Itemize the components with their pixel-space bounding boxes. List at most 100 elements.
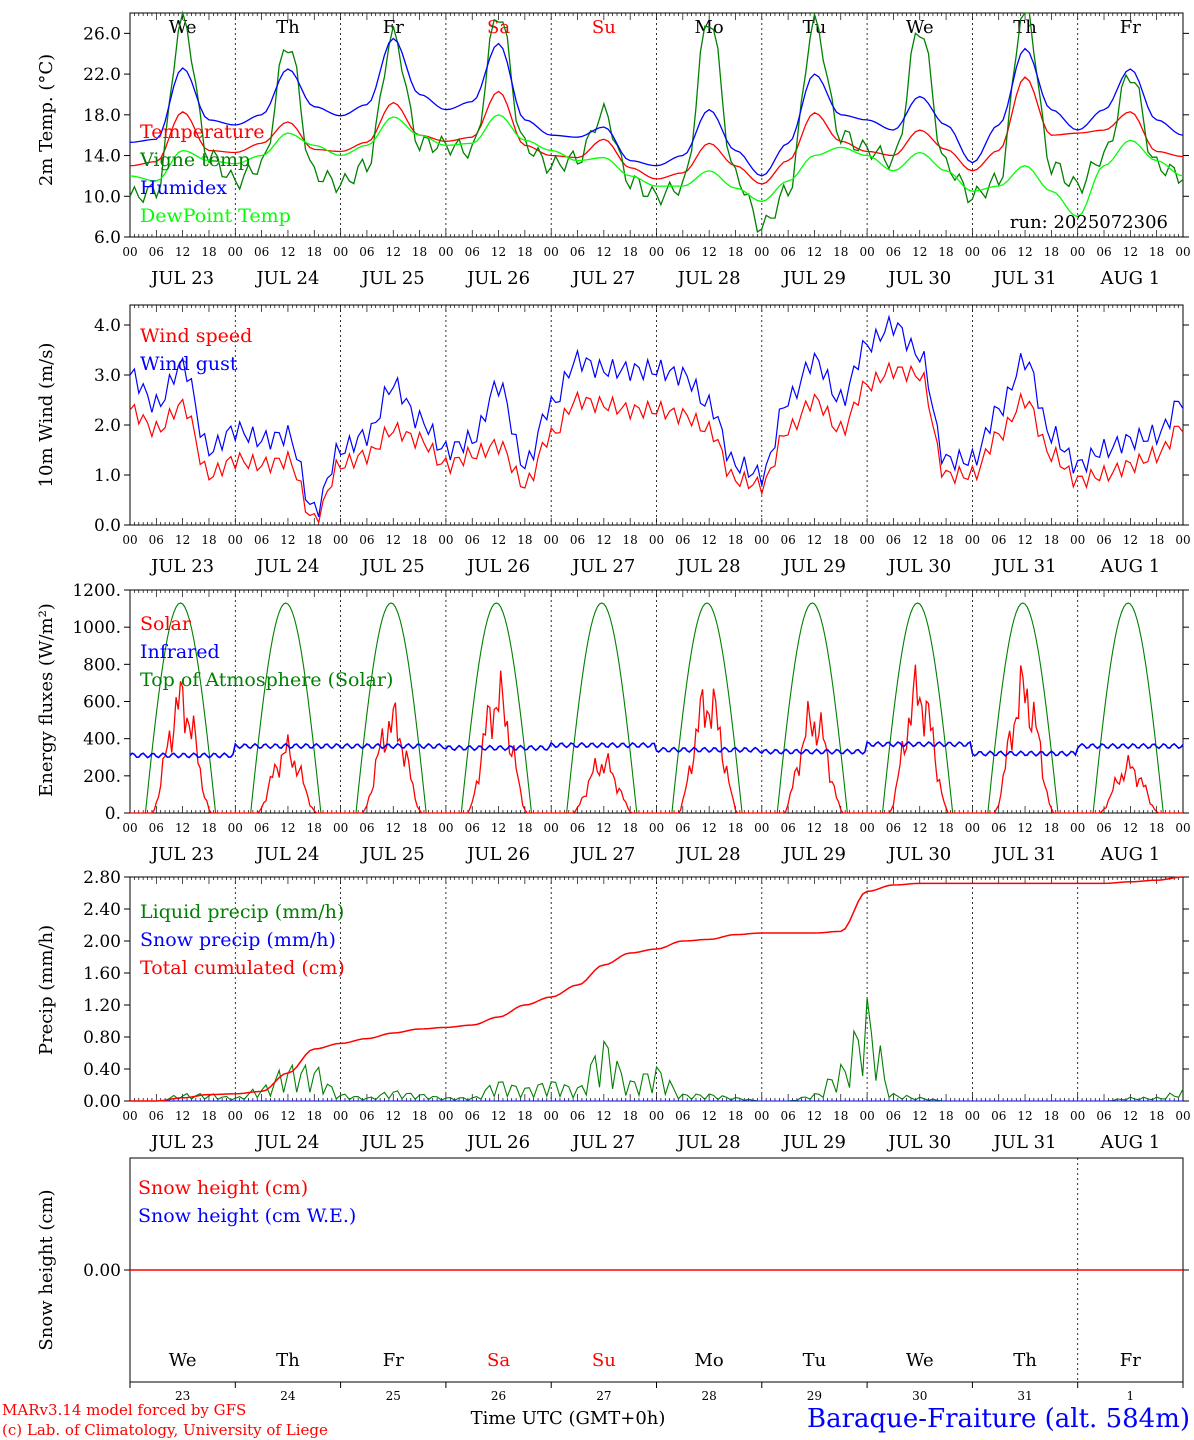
hour-label: 12 — [491, 245, 506, 259]
hour-label: 18 — [938, 245, 953, 259]
series-0 — [129, 361, 1184, 525]
hour-label: 00 — [122, 245, 137, 259]
hour-label: 00 — [333, 821, 348, 835]
legend-entry: Top of Atmosphere (Solar) — [140, 669, 393, 691]
weekday-label: We — [169, 17, 197, 38]
hour-label: 06 — [675, 245, 690, 259]
y-tick-label: 0.00 — [83, 1092, 121, 1112]
hour-label: 06 — [886, 1109, 901, 1123]
hour-label: 00 — [754, 821, 769, 835]
hour-label: 12 — [386, 821, 401, 835]
hour-label: 12 — [596, 245, 611, 259]
hour-label: 00 — [1175, 533, 1190, 547]
hour-label: 18 — [1044, 245, 1059, 259]
hour-label: 00 — [1070, 821, 1085, 835]
legend-entry: Snow height (cm W.E.) — [138, 1205, 356, 1227]
hour-label: 18 — [623, 1109, 638, 1123]
weekday-label: Tu — [803, 1350, 827, 1371]
hour-label: 06 — [465, 533, 480, 547]
hour-label: 00 — [333, 1109, 348, 1123]
panel-5: 0.00 Snow height (cm) Snow height (cm) Snow… — [36, 1157, 1189, 1403]
weekday-label: Sa — [487, 17, 510, 38]
hour-label: 06 — [570, 1109, 585, 1123]
date-label: JUL 28 — [676, 268, 741, 289]
hour-label: 12 — [280, 533, 295, 547]
hour-label: 06 — [570, 821, 585, 835]
weekday-label: Th — [276, 17, 300, 38]
series-3 — [129, 114, 1184, 218]
series-2 — [130, 876, 1184, 1102]
hour-label: 06 — [570, 533, 585, 547]
hour-label: 18 — [1044, 1109, 1059, 1123]
weekday-label: Sa — [487, 1350, 510, 1371]
hour-label: 18 — [412, 533, 427, 547]
hour-label: 18 — [1044, 533, 1059, 547]
day-number: 27 — [596, 1389, 611, 1403]
footer: MARv3.14 model forced by GFS (c) Lab. of … — [2, 1401, 1190, 1439]
series-2 — [129, 37, 1184, 177]
date-label: JUL 30 — [886, 556, 951, 577]
y-tick-label: 2.40 — [83, 900, 121, 920]
hour-label: 12 — [1017, 245, 1032, 259]
day-number: 30 — [912, 1389, 927, 1403]
copyright-credit: (c) Lab. of Climatology, University of L… — [2, 1421, 328, 1439]
hour-label: 06 — [254, 821, 269, 835]
weekday-label: Th — [1013, 1350, 1037, 1371]
legend-entry: Humidex — [140, 177, 227, 199]
legend-entry: Wind gust — [140, 353, 238, 375]
hour-label: 12 — [1123, 245, 1138, 259]
hour-label: 12 — [702, 533, 717, 547]
hour-label: 12 — [280, 1109, 295, 1123]
y-tick-label: 0.40 — [83, 1060, 121, 1080]
y-axis-label: 2m Temp. (°C) — [36, 54, 57, 186]
hour-label: 12 — [175, 245, 190, 259]
date-label: JUL 30 — [886, 268, 951, 289]
y-tick-label: 2.0 — [94, 416, 121, 436]
hour-label: 00 — [1070, 245, 1085, 259]
weekday-label: Fr — [383, 1350, 404, 1371]
hour-label: 00 — [1175, 245, 1190, 259]
day-number: 1 — [1127, 1389, 1135, 1403]
y-axis-label: 10m Wind (m/s) — [36, 343, 57, 488]
date-label: JUL 26 — [465, 268, 530, 289]
date-label: JUL 24 — [254, 556, 319, 577]
date-label: JUL 24 — [254, 844, 319, 865]
hour-label: 06 — [780, 533, 795, 547]
hour-label: 00 — [544, 533, 559, 547]
hour-label: 18 — [517, 533, 532, 547]
hour-label: 06 — [780, 245, 795, 259]
hour-label: 06 — [149, 1109, 164, 1123]
date-label: JUL 23 — [149, 844, 214, 865]
date-label: JUL 23 — [149, 1132, 214, 1153]
hour-label: 18 — [201, 1109, 216, 1123]
date-label: JUL 29 — [781, 556, 846, 577]
panel-4: 00 06 12 18 00 06 12 18 00 06 12 18 00 06 12 18 00 06 12 18… — [36, 868, 1191, 1153]
hour-label: 00 — [965, 245, 980, 259]
hour-label: 12 — [386, 245, 401, 259]
day-number: 24 — [280, 1389, 296, 1403]
hour-label: 18 — [1149, 1109, 1164, 1123]
hour-label: 06 — [1096, 533, 1111, 547]
date-label: JUL 31 — [992, 268, 1057, 289]
y-tick-label: 800. — [83, 655, 121, 675]
hour-label: 00 — [438, 821, 453, 835]
y-tick-label: 18.0 — [83, 106, 121, 126]
hour-label: 12 — [1123, 821, 1138, 835]
y-tick-label: 200. — [83, 767, 121, 787]
hour-label: 18 — [1044, 821, 1059, 835]
y-axis-label: Snow height (cm) — [36, 1189, 57, 1350]
date-label: JUL 25 — [360, 556, 425, 577]
date-label: AUG 1 — [1099, 556, 1160, 577]
hour-label: 12 — [280, 245, 295, 259]
hour-label: 06 — [149, 821, 164, 835]
y-tick-label: 0. — [105, 804, 121, 824]
hour-label: 18 — [201, 821, 216, 835]
legend-entry: Wind speed — [140, 325, 252, 347]
hour-label: 06 — [886, 245, 901, 259]
panel-3: 00 06 12 18 00 06 12 18 00 06 12 18 00 06 12 18 00 06 12 18… — [36, 581, 1191, 865]
hour-label: 18 — [517, 1109, 532, 1123]
run-annotation: run: 2025072306 — [1010, 212, 1168, 233]
y-tick-label: 4.0 — [94, 316, 121, 336]
hour-label: 00 — [544, 245, 559, 259]
